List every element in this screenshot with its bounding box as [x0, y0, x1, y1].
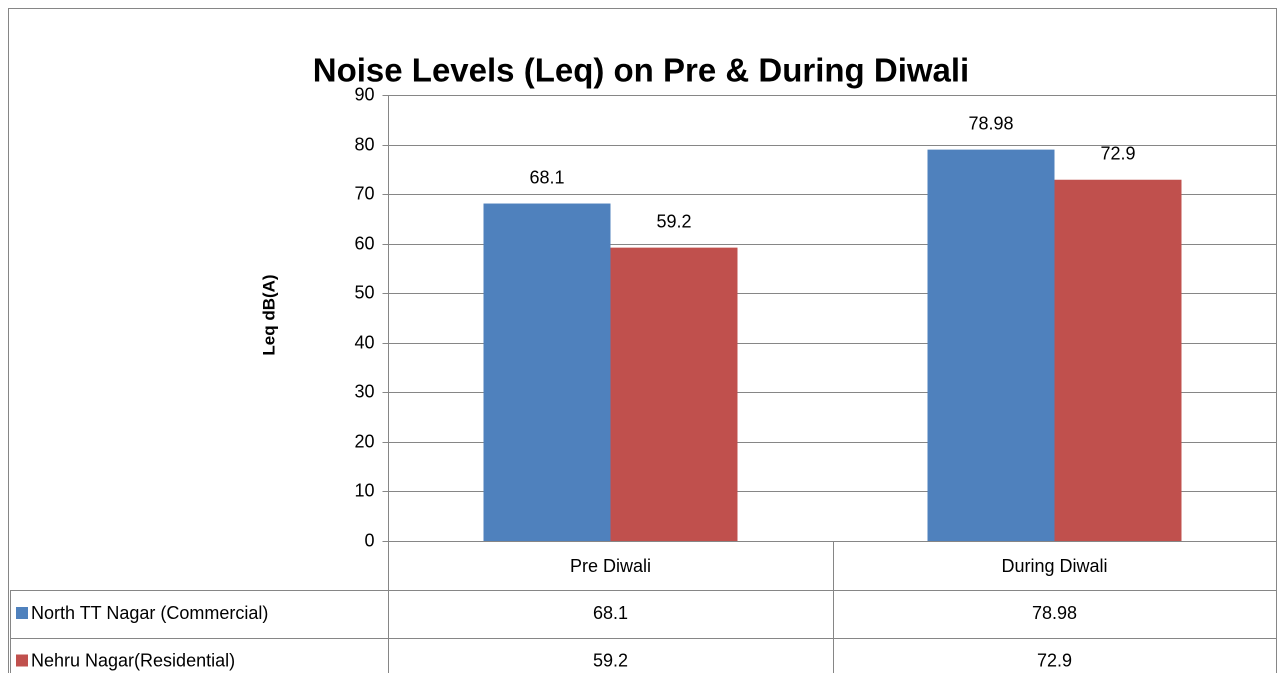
y-tick-label: 90	[354, 84, 374, 104]
y-tick-label: 30	[354, 381, 374, 401]
legend-label: Nehru Nagar(Residential)	[31, 650, 235, 670]
data-label: 72.9	[1100, 143, 1135, 163]
y-tick-label: 50	[354, 282, 374, 302]
bar	[1054, 179, 1182, 542]
data-label: 68.1	[529, 167, 564, 187]
legend-swatch	[16, 654, 28, 667]
table-cell: 78.98	[1032, 603, 1077, 623]
y-tick-label: 40	[354, 332, 374, 352]
chart-title: Noise Levels (Leq) on Pre & During Diwal…	[313, 52, 969, 89]
legend-swatch	[16, 607, 28, 619]
y-tick-label: 20	[354, 431, 374, 451]
bar	[610, 247, 738, 541]
data-label: 78.98	[968, 113, 1013, 133]
table-header: Pre Diwali	[570, 556, 651, 576]
y-axis-title: Leq dB(A)	[259, 274, 278, 355]
y-tick-label: 60	[354, 233, 374, 253]
y-tick-label: 10	[354, 480, 374, 500]
table-header: During Diwali	[1001, 556, 1107, 576]
bar	[927, 149, 1055, 541]
legend-label: North TT Nagar (Commercial)	[31, 603, 268, 623]
y-tick-label: 80	[354, 134, 374, 154]
chart-frame	[8, 8, 1277, 673]
y-tick-label: 0	[364, 530, 374, 550]
bar	[483, 203, 611, 541]
table-cell: 72.9	[1037, 650, 1072, 670]
y-tick-label: 70	[354, 183, 374, 203]
data-label: 59.2	[656, 211, 691, 231]
table-cell: 68.1	[593, 603, 628, 623]
table-cell: 59.2	[593, 650, 628, 670]
